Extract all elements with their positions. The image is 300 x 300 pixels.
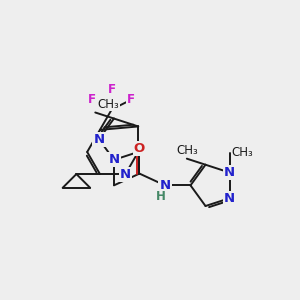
Text: N: N [159, 179, 171, 192]
Text: CH₃: CH₃ [232, 146, 253, 160]
Text: F: F [128, 93, 135, 106]
Text: O: O [134, 142, 145, 154]
Text: CH₃: CH₃ [176, 144, 198, 157]
Text: F: F [88, 93, 96, 106]
Text: N: N [120, 168, 131, 181]
Text: N: N [108, 153, 119, 166]
Text: N: N [224, 166, 235, 179]
Text: H: H [156, 190, 166, 203]
Text: N: N [224, 192, 235, 205]
Text: F: F [108, 83, 116, 96]
Text: N: N [93, 133, 104, 146]
Text: CH₃: CH₃ [97, 98, 119, 110]
